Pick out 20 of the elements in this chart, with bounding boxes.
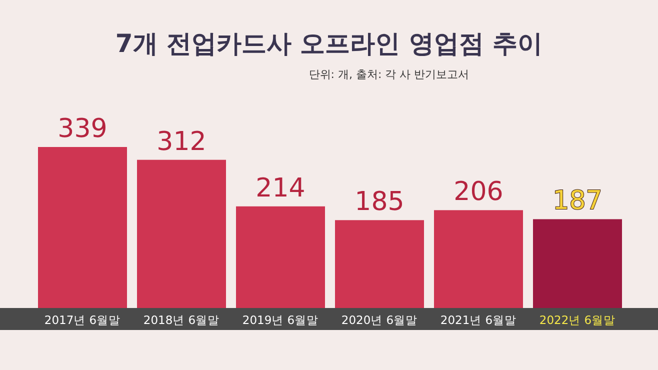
- bar: [335, 220, 424, 308]
- data-label: 214: [256, 173, 306, 204]
- bar: [533, 219, 622, 308]
- data-label: 312: [156, 126, 206, 157]
- data-label: 187: [552, 186, 602, 216]
- bar: [38, 147, 127, 308]
- bar: [137, 160, 226, 308]
- bar: [236, 206, 325, 308]
- bar: [434, 210, 523, 308]
- x-tick-label: 2017년 6월말: [44, 313, 121, 327]
- x-tick-label: 2021년 6월말: [440, 313, 517, 327]
- x-tick-label: 2019년 6월말: [242, 313, 319, 327]
- x-tick-label: 2018년 6월말: [143, 313, 220, 327]
- data-label: 206: [454, 177, 504, 208]
- x-tick-label: 2022년 6월말: [539, 313, 616, 327]
- x-tick-label: 2020년 6월말: [341, 313, 418, 327]
- data-label: 185: [354, 187, 404, 218]
- chart-subtitle: 단위: 개, 출처: 각 사 반기보고서: [308, 68, 470, 81]
- chart-title: 7개 전업카드사 오프라인 영업점 추이: [115, 29, 543, 58]
- data-label: 339: [58, 114, 108, 144]
